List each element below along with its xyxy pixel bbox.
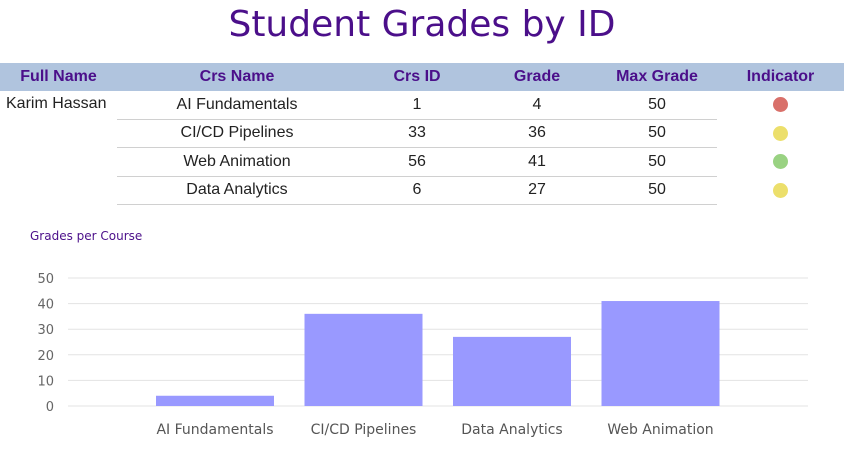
max-grade-cell: 50 xyxy=(597,91,717,120)
bar-ai-fundamentals[interactable] xyxy=(156,395,274,406)
table-row: Karim Hassan AI Fundamentals 1 4 50 xyxy=(0,91,844,120)
status-dot-icon xyxy=(773,97,788,113)
grade-cell: 4 xyxy=(477,91,597,120)
y-tick-label: 30 xyxy=(37,323,54,338)
x-axis-ticks: AI Fundamentals CI/CD Pipelines Data Analy… xyxy=(156,422,713,438)
indicator-cell xyxy=(717,176,844,205)
indicator-cell xyxy=(717,119,844,148)
column-header-crs-name[interactable]: Crs Name xyxy=(117,63,357,91)
student-name: Karim Hassan xyxy=(6,95,107,112)
course-name-cell: Web Animation xyxy=(117,147,357,177)
y-tick-label: 10 xyxy=(37,374,54,389)
table-header-row: Full Name Crs Name Crs ID Grade Max Grad… xyxy=(0,63,844,91)
max-grade-cell: 50 xyxy=(597,176,717,205)
status-dot-icon xyxy=(773,125,788,141)
bar-ci-cd-pipelines[interactable] xyxy=(304,313,423,406)
course-name-cell: CI/CD Pipelines xyxy=(117,119,357,148)
table-row: Data Analytics 6 27 50 xyxy=(0,176,844,205)
column-header-full-name[interactable]: Full Name xyxy=(0,63,117,91)
course-name-cell: Data Analytics xyxy=(117,176,357,205)
grade-cell: 41 xyxy=(477,147,597,177)
bar-data-analytics[interactable] xyxy=(453,336,571,406)
x-tick-label: Data Analytics xyxy=(461,422,562,438)
indicator-cell xyxy=(717,91,844,119)
grade-cell: 27 xyxy=(477,176,597,205)
grades-table: Full Name Crs Name Crs ID Grade Max Grad… xyxy=(0,63,844,205)
column-header-crs-id[interactable]: Crs ID xyxy=(357,63,477,91)
column-header-indicator[interactable]: Indicator xyxy=(717,63,844,91)
course-name-cell: AI Fundamentals xyxy=(117,91,357,120)
max-grade-cell: 50 xyxy=(597,147,717,177)
course-id-cell: 33 xyxy=(357,119,477,148)
x-tick-label: CI/CD Pipelines xyxy=(311,422,417,438)
y-tick-label: 20 xyxy=(37,349,54,364)
x-tick-label: AI Fundamentals xyxy=(156,422,273,438)
bar-web-animation[interactable] xyxy=(601,301,720,406)
bar-chart: 0 10 20 30 40 50 AI Fundamentals CI/CD Pipelin… xyxy=(37,272,808,438)
course-id-cell: 6 xyxy=(357,176,477,205)
page-title: Student Grades by ID xyxy=(228,4,616,45)
table-row: Web Animation 56 41 50 xyxy=(0,147,844,177)
table-row: CI/CD Pipelines 33 36 50 xyxy=(0,119,844,148)
chart-title: Grades per Course xyxy=(30,229,143,243)
column-header-grade[interactable]: Grade xyxy=(477,63,597,91)
y-axis-ticks: 0 10 20 30 40 50 xyxy=(37,272,54,415)
chart-bars xyxy=(156,301,720,406)
status-dot-icon xyxy=(773,182,788,198)
y-tick-label: 0 xyxy=(46,400,54,415)
course-id-cell: 1 xyxy=(357,91,477,120)
status-dot-icon xyxy=(773,154,788,170)
y-tick-label: 50 xyxy=(37,272,54,287)
y-tick-label: 40 xyxy=(37,298,54,313)
grade-cell: 36 xyxy=(477,119,597,148)
indicator-cell xyxy=(717,148,844,177)
x-tick-label: Web Animation xyxy=(607,422,713,438)
course-id-cell: 56 xyxy=(357,147,477,177)
column-header-max-grade[interactable]: Max Grade xyxy=(597,63,717,91)
max-grade-cell: 50 xyxy=(597,119,717,148)
